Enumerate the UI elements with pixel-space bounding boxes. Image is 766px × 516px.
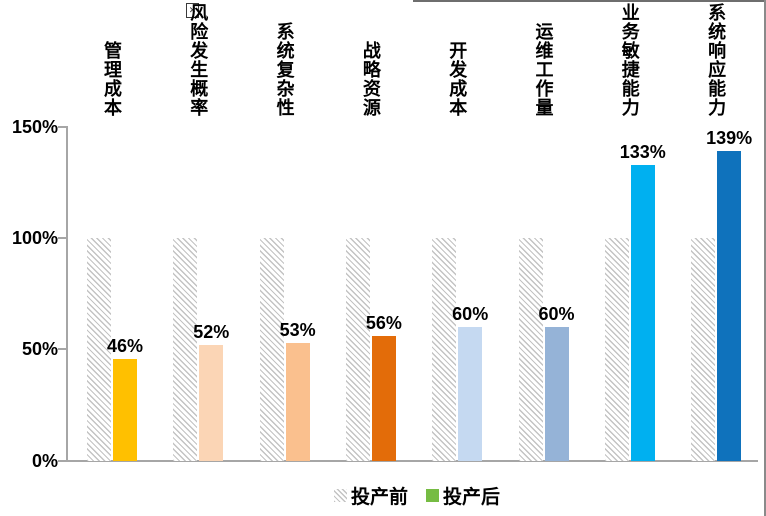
bar-after-5 (544, 327, 569, 461)
y-axis-line (66, 126, 68, 462)
legend-label-after: 投产后 (443, 487, 501, 508)
legend-swatch-green (426, 489, 440, 502)
category-label-6: 业务敏捷能力 (619, 3, 640, 117)
bar-before-6 (604, 238, 629, 461)
category-label-0: 管理成本 (102, 41, 122, 117)
bar-before-1 (173, 238, 198, 461)
legend-item-after: 投产后 (426, 482, 500, 509)
y-axis-tick-label: 50% (21, 339, 58, 359)
screenshot-right-border (764, 0, 766, 516)
legend-label-before: 投产前 (351, 487, 409, 508)
value-label-6: 133% (619, 141, 666, 162)
category-label-5: 运维工作量 (533, 22, 554, 117)
bar-before-4 (432, 238, 457, 461)
bar-after-4 (458, 327, 483, 461)
category-label-4: 开发成本 (447, 41, 468, 117)
category-label-3: 战略资源 (360, 41, 381, 117)
y-tick-mark (58, 237, 67, 239)
value-label-3: 56% (365, 313, 402, 334)
bar-after-2 (285, 342, 310, 461)
category-label-7: 系统响应能力 (706, 3, 727, 117)
y-axis-tick-label: 150% (11, 117, 58, 137)
y-axis-tick-label: 0% (31, 451, 58, 471)
bar-before-7 (691, 238, 716, 461)
bar-before-2 (259, 238, 284, 461)
y-tick-mark (58, 126, 67, 128)
value-label-7: 139% (706, 128, 753, 149)
bar-before-3 (345, 238, 370, 461)
value-label-2: 53% (279, 319, 316, 340)
bar-before-0 (87, 238, 111, 461)
broken-image-marker: ✕ . (186, 3, 203, 18)
broken-image-trailing-text: . (200, 6, 204, 18)
bar-before-5 (518, 238, 543, 461)
bar-after-6 (630, 164, 655, 461)
legend: 投产前 投产后 (334, 482, 500, 509)
broken-image-icon: ✕ (186, 3, 199, 18)
y-tick-mark (58, 348, 67, 350)
x-axis-line (66, 460, 758, 462)
bar-after-3 (371, 336, 396, 461)
category-label-2: 系统复杂性 (274, 22, 295, 117)
bar-after-7 (717, 151, 742, 461)
y-tick-mark (58, 460, 67, 462)
value-label-0: 46% (106, 335, 144, 356)
screenshot-top-border (413, 0, 766, 2)
legend-swatch-hatched (334, 489, 347, 502)
bar-after-1 (199, 345, 224, 461)
bar-after-0 (113, 358, 137, 461)
value-label-4: 60% (452, 304, 489, 325)
value-label-1: 52% (193, 322, 230, 343)
value-label-5: 60% (538, 304, 575, 325)
legend-item-before: 投产前 (334, 482, 408, 509)
category-label-1: 风险发生概率 (188, 3, 209, 117)
y-axis-tick-label: 100% (11, 228, 58, 248)
